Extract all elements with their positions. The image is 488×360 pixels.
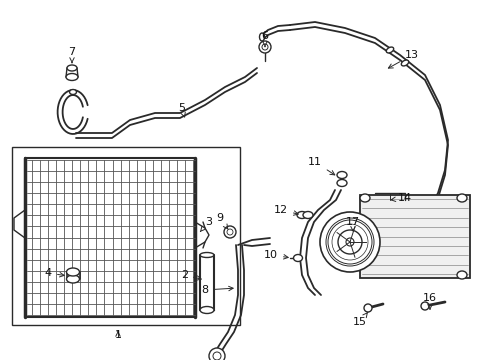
Ellipse shape <box>293 255 302 261</box>
Text: 16: 16 <box>422 293 436 309</box>
Text: 17: 17 <box>345 217 359 231</box>
Text: 7: 7 <box>68 47 76 63</box>
Ellipse shape <box>66 268 80 276</box>
Ellipse shape <box>200 306 214 314</box>
Text: 11: 11 <box>307 157 334 175</box>
Text: 8: 8 <box>201 285 233 295</box>
Text: 3: 3 <box>200 217 212 231</box>
Ellipse shape <box>336 171 346 179</box>
Text: 9: 9 <box>216 213 227 229</box>
Bar <box>359 195 469 278</box>
Ellipse shape <box>386 47 393 53</box>
Circle shape <box>346 238 353 246</box>
Ellipse shape <box>336 180 346 186</box>
Ellipse shape <box>66 73 78 81</box>
Circle shape <box>213 352 221 360</box>
Circle shape <box>420 302 428 310</box>
Circle shape <box>259 41 270 53</box>
Ellipse shape <box>401 60 408 66</box>
Text: 15: 15 <box>352 312 367 327</box>
Bar <box>12 147 240 325</box>
Text: 1: 1 <box>114 330 121 340</box>
Circle shape <box>208 348 224 360</box>
Text: 6: 6 <box>261 31 268 46</box>
Circle shape <box>325 218 373 266</box>
Text: 14: 14 <box>390 193 411 203</box>
Circle shape <box>226 229 232 235</box>
Text: 2: 2 <box>181 270 201 280</box>
Circle shape <box>327 220 371 264</box>
Ellipse shape <box>296 212 306 219</box>
Circle shape <box>224 226 236 238</box>
Circle shape <box>319 212 379 272</box>
Ellipse shape <box>359 194 369 202</box>
Text: 13: 13 <box>387 50 418 68</box>
Text: 4: 4 <box>45 268 64 278</box>
Ellipse shape <box>259 33 264 41</box>
Text: 10: 10 <box>264 250 287 260</box>
Ellipse shape <box>200 252 214 257</box>
Text: 12: 12 <box>273 205 298 215</box>
Ellipse shape <box>456 271 466 279</box>
Ellipse shape <box>66 275 80 283</box>
Circle shape <box>262 44 267 50</box>
Ellipse shape <box>69 90 76 95</box>
Circle shape <box>337 230 361 254</box>
Ellipse shape <box>67 65 77 71</box>
Ellipse shape <box>456 194 466 202</box>
Text: 5: 5 <box>178 103 185 117</box>
Circle shape <box>363 304 371 312</box>
Ellipse shape <box>303 212 312 219</box>
